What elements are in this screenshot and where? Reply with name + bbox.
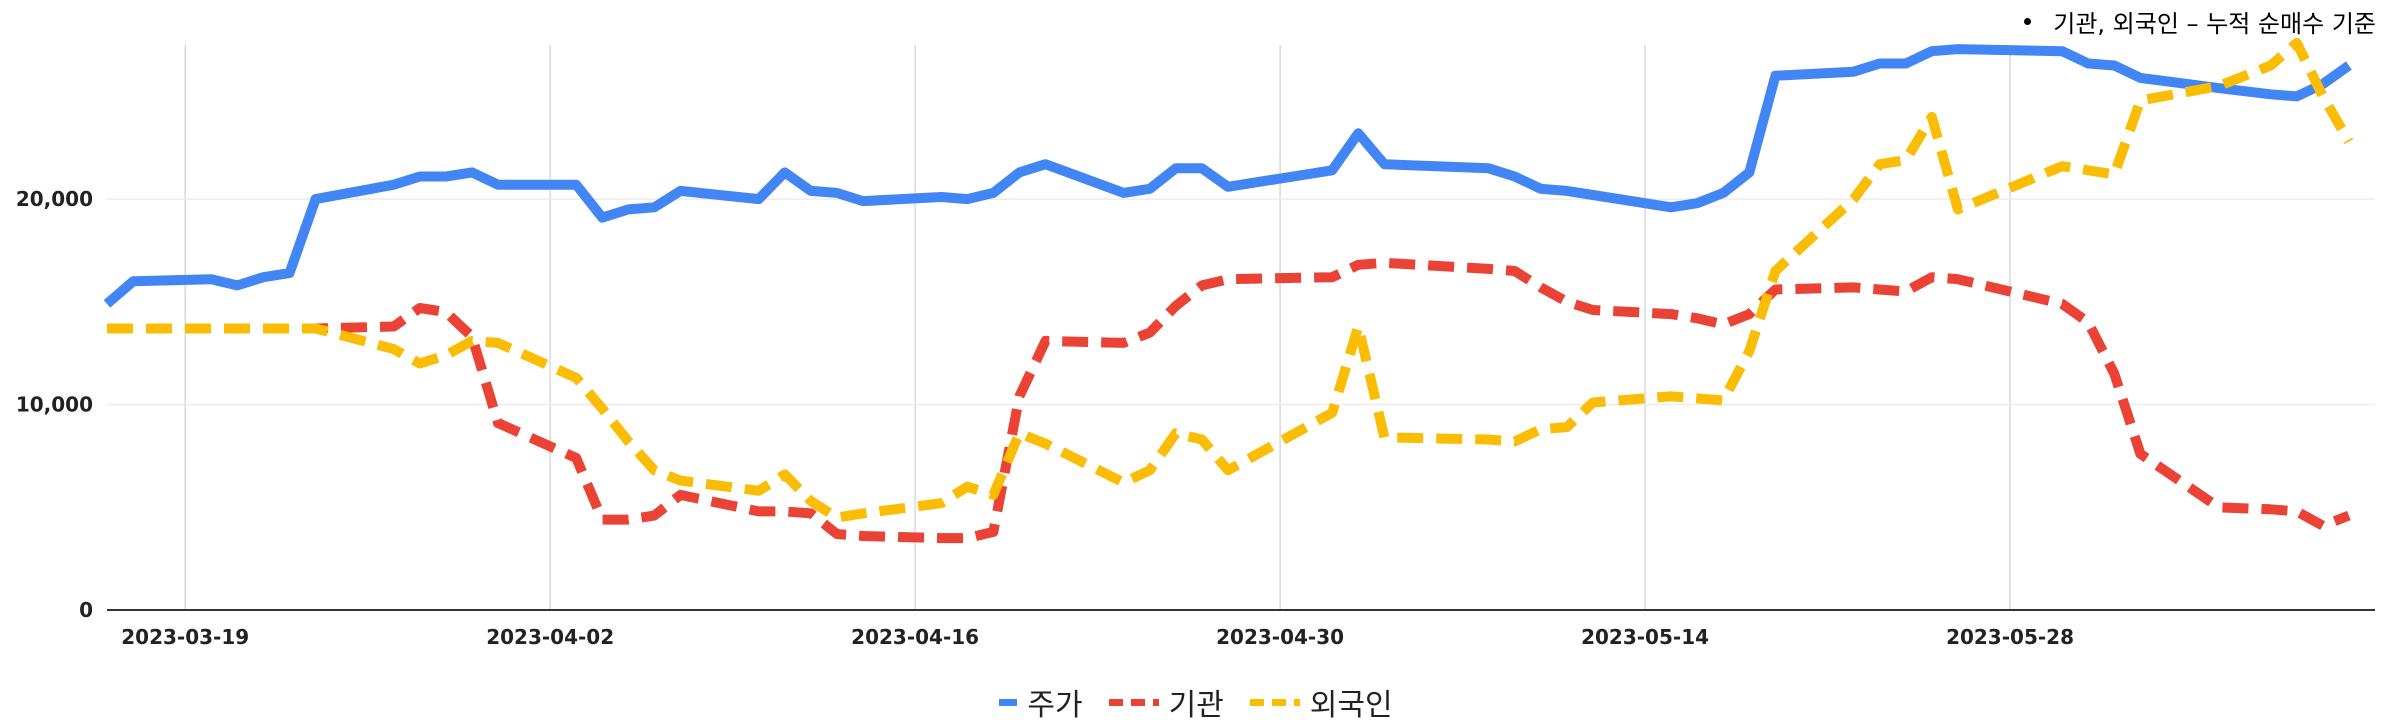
chart-annotation: 기관, 외국인 – 누적 순매수 기준 — [2024, 4, 2376, 39]
legend-item: 주가 — [999, 680, 1083, 724]
legend-swatch-icon — [999, 698, 1018, 706]
annotation-text: 기관, 외국인 – 누적 순매수 기준 — [2053, 10, 2376, 38]
y-tick-label: 0 — [79, 598, 93, 622]
series-lines — [103, 37, 2354, 544]
legend-swatch-icon — [1249, 698, 1300, 706]
legend-item: 외국인 — [1249, 680, 1393, 724]
x-tick-label: 2023-04-02 — [486, 625, 614, 649]
x-tick-label: 2023-04-16 — [851, 625, 979, 649]
series-line-3 — [107, 37, 2354, 523]
bullet-icon — [2024, 18, 2032, 25]
x-tick-label: 2023-04-30 — [1216, 625, 1344, 649]
legend-label: 외국인 — [1309, 688, 1393, 723]
legend-swatch-icon — [1108, 698, 1159, 706]
legend: 주가 기관 외국인 — [0, 684, 2392, 723]
legend-label: 주가 — [1027, 688, 1083, 723]
y-tick-label: 20,000 — [16, 187, 93, 211]
y-tick-label: 10,000 — [16, 393, 93, 417]
gridlines — [107, 45, 2375, 610]
x-tick-label: 2023-05-28 — [1946, 625, 2074, 649]
series-line-2 — [107, 257, 2351, 544]
x-tick-label: 2023-03-19 — [121, 625, 249, 649]
series-line-1 — [103, 44, 2352, 308]
legend-item: 기관 — [1108, 680, 1224, 724]
legend-label: 기관 — [1168, 688, 1224, 723]
tick-labels: 2023-03-19 2023-04-02 2023-04-16 2023-04-30… — [16, 187, 2074, 649]
x-tick-label: 2023-05-14 — [1581, 625, 1709, 649]
